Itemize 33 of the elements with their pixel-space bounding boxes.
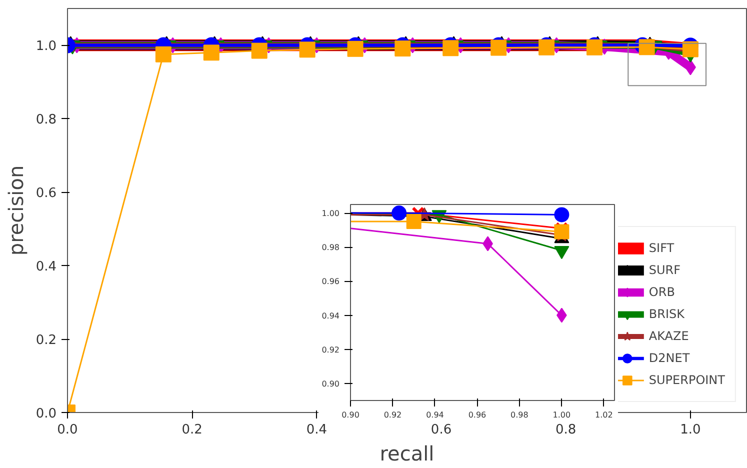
x-tick-label: 0.4 xyxy=(306,422,328,438)
legend-label: SUPERPOINT xyxy=(648,373,725,387)
x-tick-label: 1.02 xyxy=(595,410,613,420)
x-tick-label: 0.96 xyxy=(468,410,486,420)
legend-label: D2NET xyxy=(648,351,690,365)
legend-label: SURF xyxy=(648,263,681,277)
x-tick-label: 0.94 xyxy=(426,410,444,420)
y-tick-label: 0.90 xyxy=(322,379,340,388)
x-tick-label: 1.0 xyxy=(680,422,701,438)
legend-label: ORB xyxy=(648,285,675,299)
y-axis-title: precision xyxy=(4,165,28,256)
x-tick-label: 0.2 xyxy=(182,422,202,438)
x-tick-label: 0.98 xyxy=(510,410,528,420)
y-tick-label: 0.6 xyxy=(36,186,57,202)
legend-label: SIFT xyxy=(648,241,674,255)
legend-label: BRISK xyxy=(648,307,685,321)
y-tick-label: 0.96 xyxy=(322,277,340,286)
x-tick-label: 0.8 xyxy=(556,422,576,438)
x-tick-label: 0.92 xyxy=(384,410,402,420)
y-tick-label: 0.4 xyxy=(36,260,57,275)
x-tick-label: 0.90 xyxy=(342,410,360,420)
y-tick-label: 0.2 xyxy=(36,333,57,348)
y-tick-label: 0.8 xyxy=(36,112,57,128)
y-tick-label: 1.0 xyxy=(36,39,57,54)
x-axis-title: recall xyxy=(380,442,434,466)
x-tick-label: 0.6 xyxy=(430,422,452,438)
x-tick-label: 1.00 xyxy=(552,410,571,420)
y-tick-label: 0.94 xyxy=(322,311,340,320)
x-tick-label: 0.0 xyxy=(57,422,78,438)
y-tick-label: 0.98 xyxy=(322,243,340,252)
legend-label: AKAZE xyxy=(648,329,689,343)
y-tick-label: 1.00 xyxy=(322,209,340,218)
y-tick-label: 0.92 xyxy=(322,345,340,354)
